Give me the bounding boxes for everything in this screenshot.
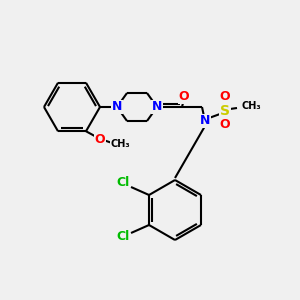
Text: O: O bbox=[220, 91, 230, 103]
Text: N: N bbox=[152, 100, 162, 113]
Text: S: S bbox=[220, 104, 230, 118]
Text: Cl: Cl bbox=[116, 176, 130, 190]
Text: CH₃: CH₃ bbox=[241, 101, 261, 111]
Text: Cl: Cl bbox=[116, 230, 130, 244]
Text: N: N bbox=[200, 115, 210, 128]
Text: O: O bbox=[220, 118, 230, 131]
Text: CH₃: CH₃ bbox=[110, 139, 130, 149]
Text: O: O bbox=[95, 133, 105, 146]
Text: N: N bbox=[112, 100, 122, 113]
Text: O: O bbox=[179, 91, 189, 103]
